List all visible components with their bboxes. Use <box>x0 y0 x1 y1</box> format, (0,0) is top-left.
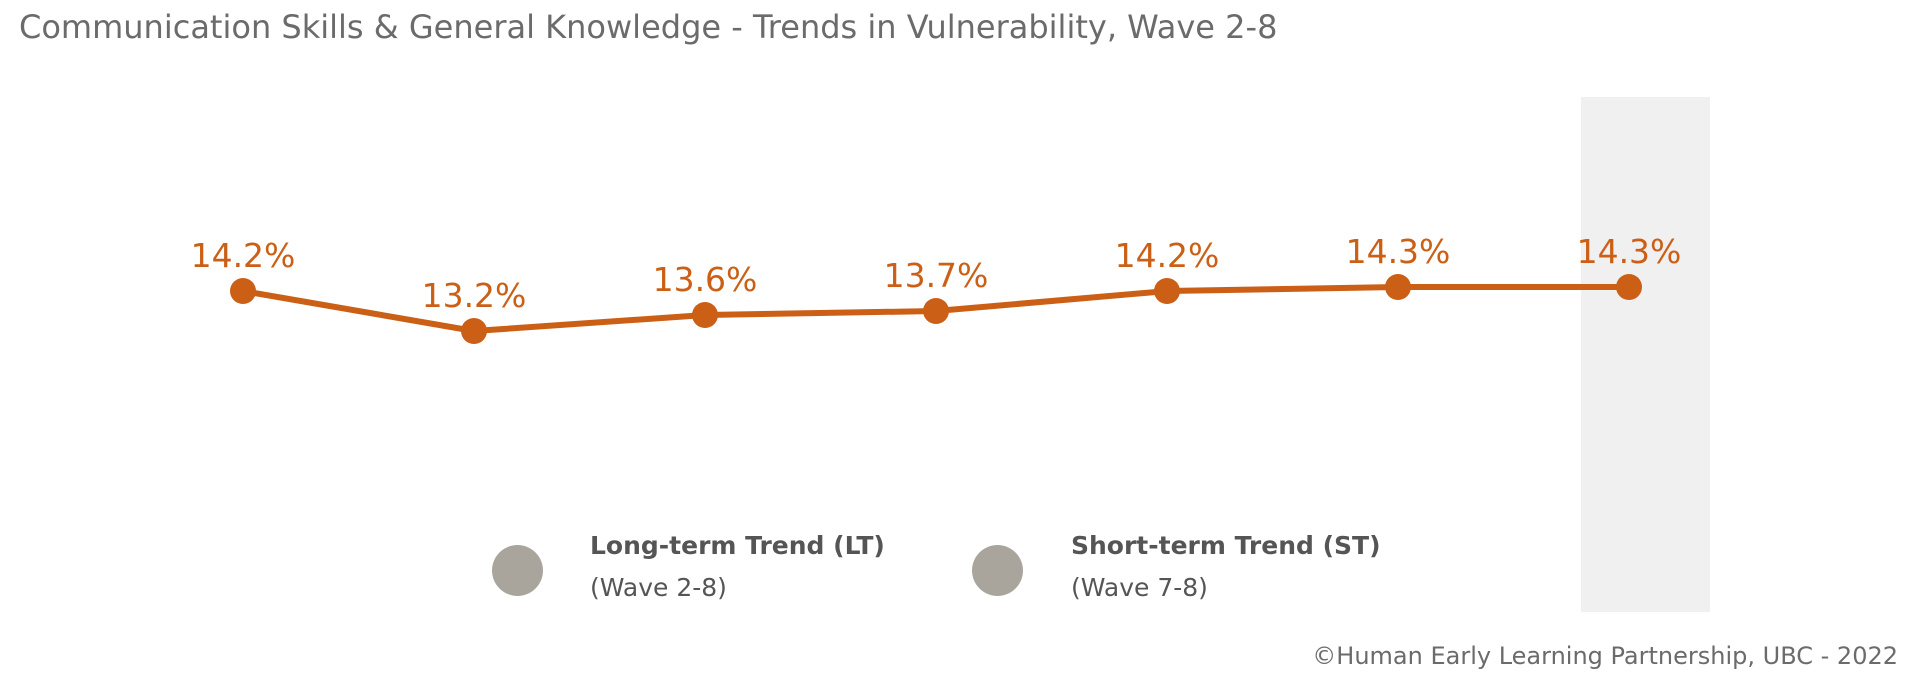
highlight-band <box>1581 97 1710 612</box>
data-label: 14.2% <box>1115 236 1220 275</box>
data-label: 14.3% <box>1577 232 1682 271</box>
legend-sublabel: (Wave 2-8) <box>590 573 727 602</box>
data-point <box>1385 274 1411 300</box>
data-point <box>923 298 949 324</box>
data-point <box>230 278 256 304</box>
data-label: 13.2% <box>422 276 527 315</box>
data-label: 13.7% <box>884 256 989 295</box>
legend-label: Short-term Trend (ST) <box>1071 531 1381 560</box>
legend-sublabel: (Wave 7-8) <box>1071 573 1208 602</box>
data-label: 14.2% <box>191 236 296 275</box>
data-label: 14.3% <box>1346 232 1451 271</box>
data-point <box>1154 278 1180 304</box>
data-point <box>692 302 718 328</box>
series-layer: 14.2% 13.2% 13.6% 13.7% 14.2% 14.3% 14.3% <box>191 232 1682 344</box>
copyright-credit: ©Human Early Learning Partnership, UBC -… <box>1312 642 1898 670</box>
legend-dot-icon <box>972 545 1023 596</box>
chart-title: Communication Skills & General Knowledge… <box>19 8 1278 46</box>
legend-dot-icon <box>492 545 543 596</box>
data-label: 13.6% <box>653 260 758 299</box>
legend-label: Long-term Trend (LT) <box>590 531 885 560</box>
data-point <box>1616 274 1642 300</box>
data-point <box>461 318 487 344</box>
